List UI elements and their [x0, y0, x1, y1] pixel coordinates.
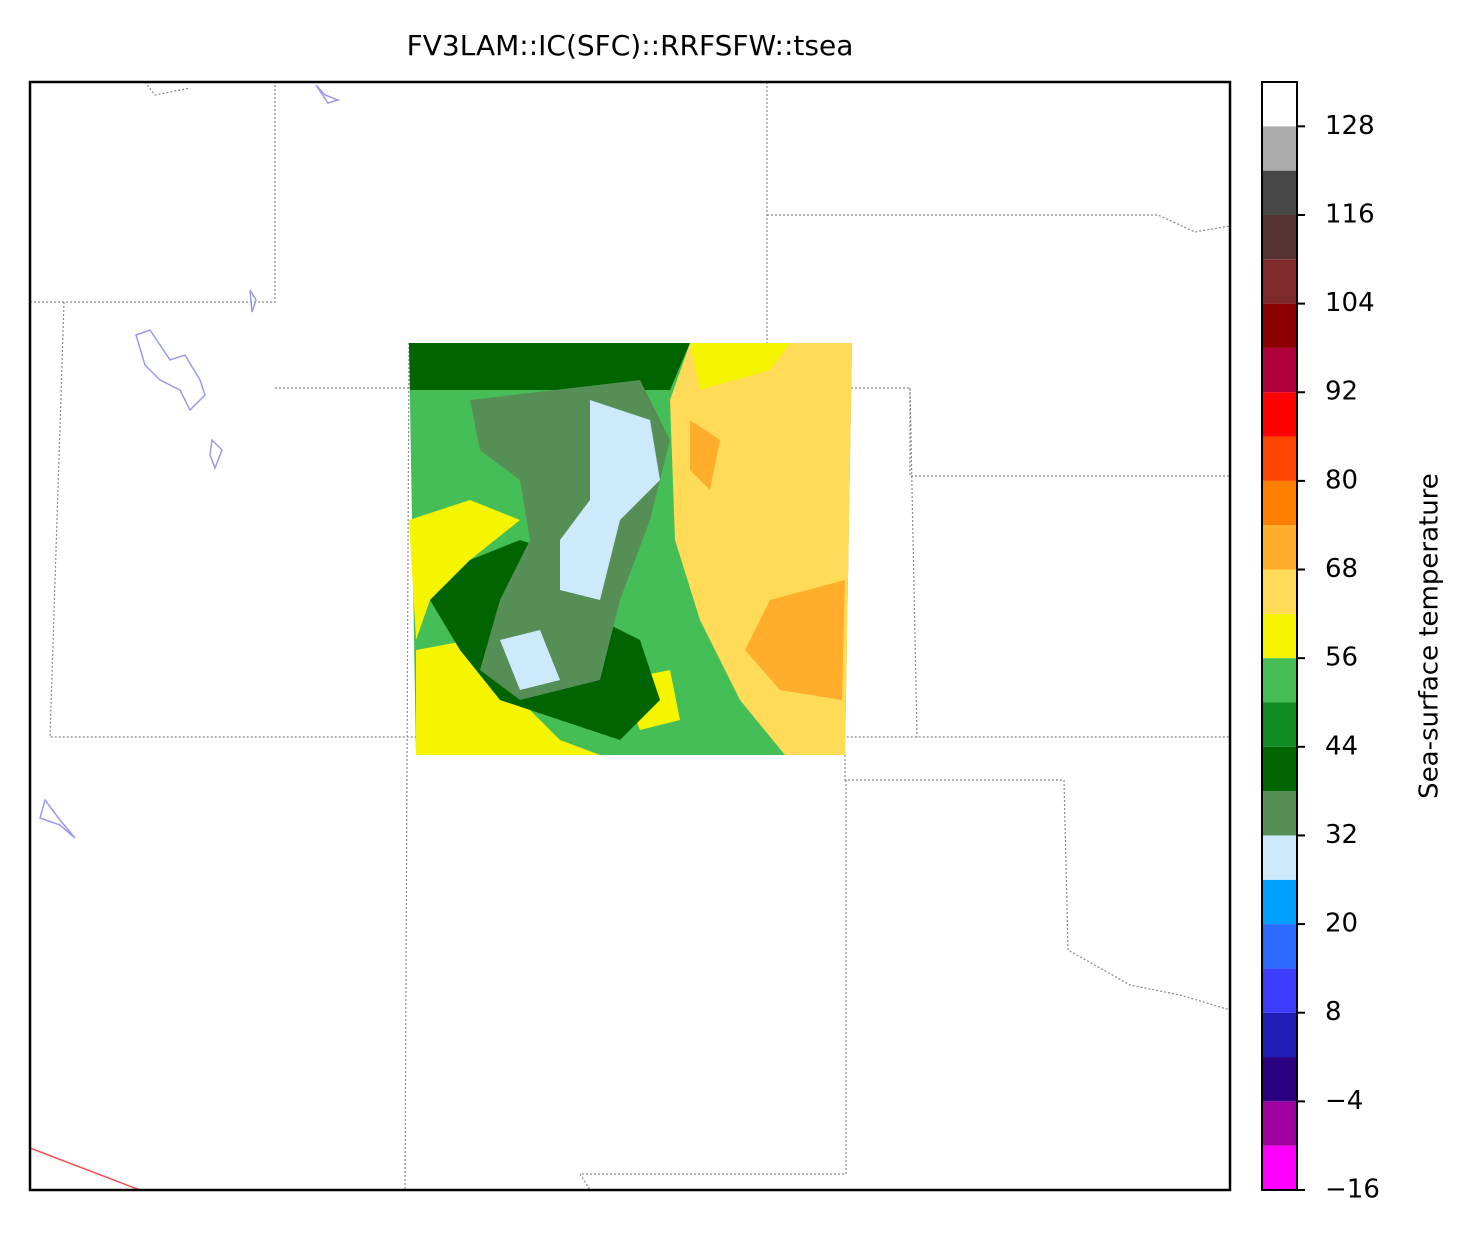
chart-title: FV3LAM::IC(SFC)::RRFSFW::tsea [407, 29, 854, 62]
colorbar-swatch [1262, 1101, 1297, 1146]
colorbar-swatch [1262, 968, 1297, 1013]
tick-label: 128 [1325, 111, 1375, 141]
colorbar-swatch [1262, 480, 1297, 526]
colorbar-label: Sea-surface temperature [1415, 473, 1445, 799]
tick-label: 56 [1325, 643, 1358, 673]
colorbar-swatch [1262, 924, 1297, 969]
colorbar-swatch [1262, 392, 1297, 437]
colorbar-swatch [1262, 658, 1297, 703]
colorbar-swatch [1262, 702, 1297, 747]
tick-label: 80 [1325, 465, 1358, 495]
colorbar-swatch [1262, 126, 1297, 171]
colorbar-swatch [1262, 746, 1297, 792]
colorbar-frame [1261, 81, 1298, 1191]
tick-label: 32 [1325, 820, 1358, 850]
colorbar-swatch [1262, 436, 1297, 481]
colorbar-swatch [1262, 613, 1297, 659]
map [28, 80, 1232, 1192]
tick-label: 92 [1325, 377, 1358, 407]
tick-label: 116 [1325, 199, 1375, 229]
colorbar-swatch [1262, 259, 1297, 304]
colorbar-swatch [1262, 303, 1297, 348]
tick-label: 68 [1325, 554, 1358, 584]
colorbar-swatch [1262, 879, 1297, 925]
tick-label: −16 [1325, 1175, 1380, 1205]
colorbar-swatch [1262, 347, 1297, 393]
tick-label: 104 [1325, 288, 1375, 318]
tick-label: 44 [1325, 731, 1358, 761]
colorbar-swatch [1262, 791, 1297, 836]
tick-label: 20 [1325, 909, 1358, 939]
colorbar-swatch [1262, 569, 1297, 614]
colorbar-swatch [1262, 214, 1297, 260]
colorbar-swatch [1262, 1012, 1297, 1058]
colorbar-swatch [1262, 82, 1297, 127]
colorbar-swatch [1262, 835, 1297, 880]
colorbar-swatch [1262, 1145, 1297, 1190]
tick-label: −4 [1325, 1086, 1363, 1116]
colorbar-swatch [1262, 525, 1297, 570]
colorbar-swatch [1262, 170, 1297, 215]
tick-label: 8 [1325, 997, 1342, 1027]
colorbar-swatch [1262, 1057, 1297, 1102]
